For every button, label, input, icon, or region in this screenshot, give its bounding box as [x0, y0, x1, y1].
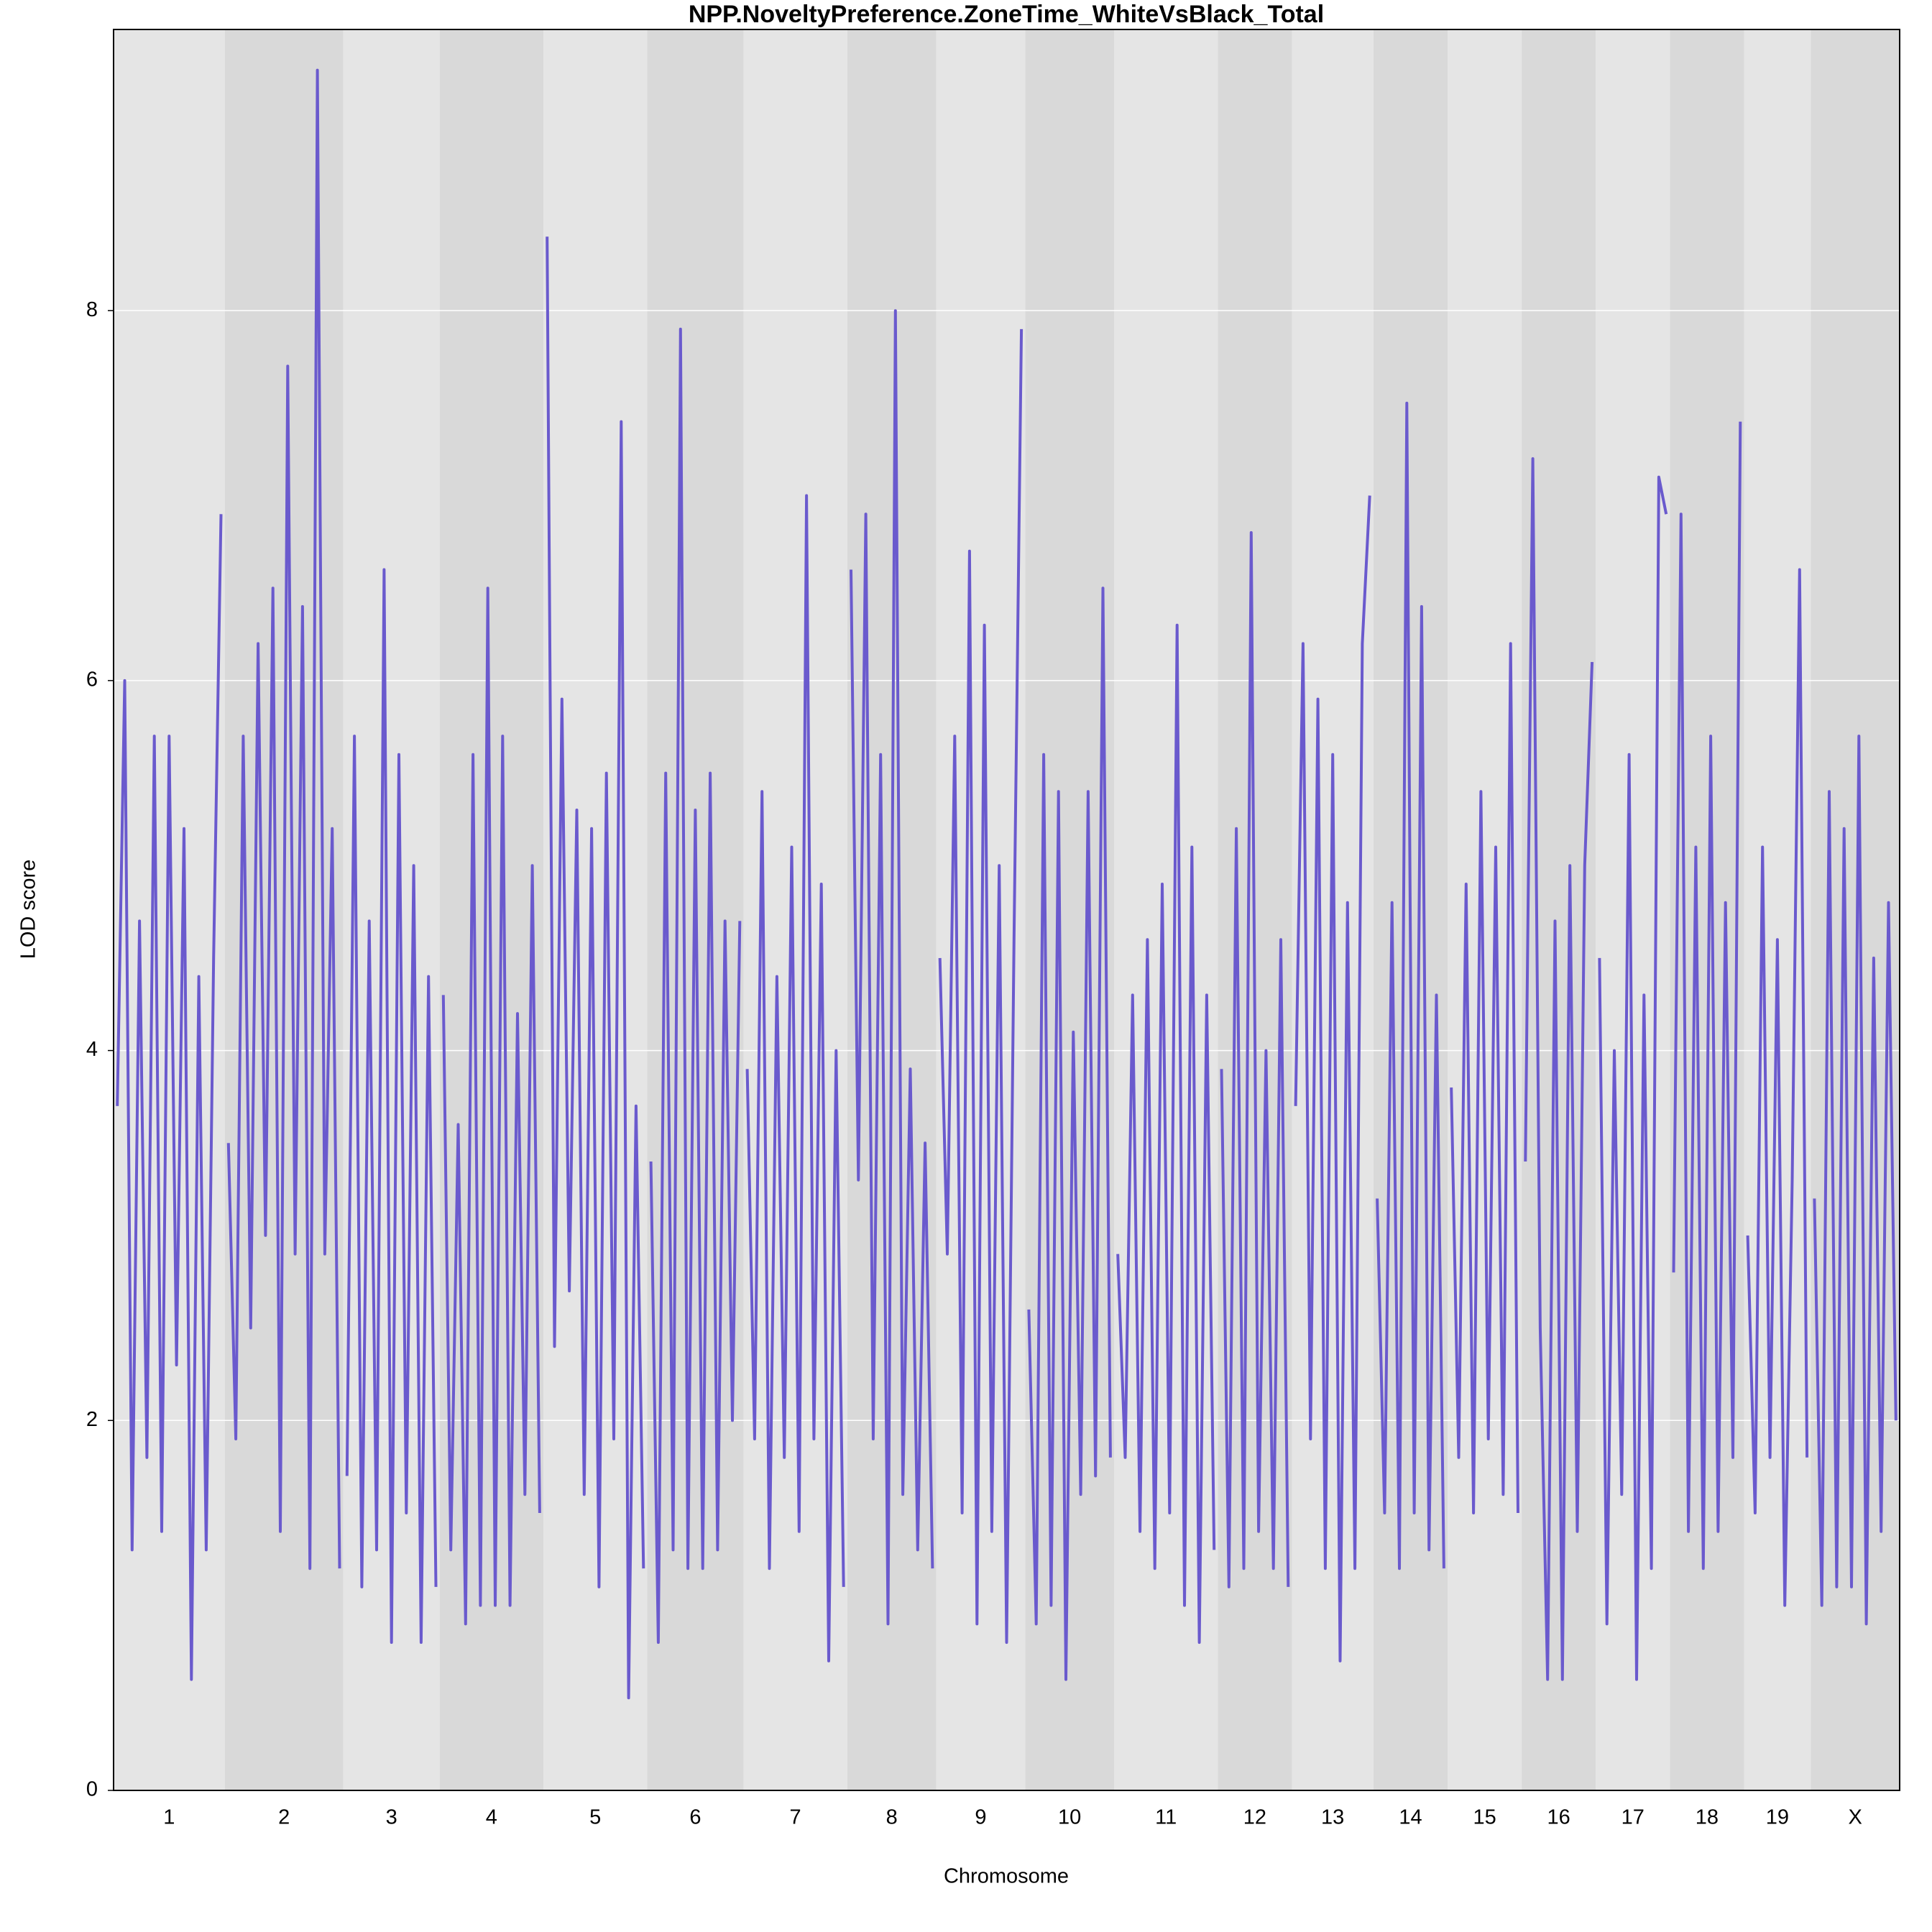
- lod-line: [938, 328, 1024, 1644]
- y-tick-label: 2: [86, 1408, 98, 1431]
- x-axis-label: Chromosome: [944, 1865, 1069, 1888]
- x-tick-label: 18: [1696, 1806, 1719, 1829]
- chromosome-band: [1744, 29, 1811, 1790]
- lod-line: [1598, 475, 1668, 1681]
- chart-title: NPP.NoveltyPreference.ZoneTime_WhiteVsBl…: [689, 1, 1324, 28]
- x-tick-label: 17: [1622, 1806, 1644, 1829]
- x-tick-label: X: [1848, 1806, 1862, 1829]
- x-tick-label: 10: [1058, 1806, 1081, 1829]
- lod-line: [1524, 457, 1594, 1681]
- chromosome-band: [936, 29, 1026, 1790]
- x-tick-label: 16: [1547, 1806, 1570, 1829]
- x-tick-label: 19: [1766, 1806, 1789, 1829]
- y-tick-label: 8: [86, 298, 98, 321]
- plot-border: [113, 29, 1900, 1791]
- chromosome-band: [1811, 29, 1900, 1790]
- lod-line: [649, 327, 742, 1644]
- lod-line: [1376, 401, 1445, 1570]
- lod-line: [1116, 623, 1216, 1644]
- x-tick-label: 15: [1473, 1806, 1496, 1829]
- lod-line: [1672, 421, 1742, 1570]
- y-tick-label: 4: [86, 1038, 98, 1061]
- x-tick-label: 5: [589, 1806, 601, 1829]
- y-tick-label: 6: [86, 668, 98, 691]
- lod-line: [226, 68, 341, 1570]
- x-tick-label: 8: [886, 1806, 898, 1829]
- x-tick-label: 13: [1321, 1806, 1344, 1829]
- x-tick-label: 6: [689, 1806, 701, 1829]
- x-tick-label: 14: [1399, 1806, 1422, 1829]
- y-tick-label: 0: [86, 1778, 98, 1801]
- lod-line: [850, 309, 934, 1626]
- x-tick-label: 11: [1155, 1806, 1177, 1829]
- chromosome-band: [1670, 29, 1744, 1790]
- lod-line: [1813, 735, 1898, 1626]
- lod-line: [745, 494, 845, 1662]
- chromosome-band: [1114, 29, 1218, 1790]
- lod-line: [1746, 568, 1809, 1607]
- lod-line: [441, 586, 541, 1626]
- chromosome-band: [114, 29, 225, 1790]
- y-axis-label: LOD score: [17, 860, 40, 960]
- lod-line: [1027, 586, 1112, 1681]
- x-tick-label: 4: [486, 1806, 497, 1829]
- x-tick-label: 2: [278, 1806, 290, 1829]
- lod-line: [345, 568, 438, 1644]
- lod-line: [116, 514, 223, 1681]
- x-tick-label: 12: [1243, 1806, 1266, 1829]
- chromosome-band: [1448, 29, 1522, 1790]
- lod-line: [546, 236, 645, 1700]
- x-tick-label: 1: [163, 1806, 175, 1829]
- x-tick-label: 3: [386, 1806, 397, 1829]
- lod-line: [1220, 531, 1290, 1588]
- x-tick-label: 9: [975, 1806, 986, 1829]
- lod-line: [1450, 642, 1519, 1514]
- x-tick-label: 7: [790, 1806, 801, 1829]
- lod-line: [1294, 495, 1371, 1662]
